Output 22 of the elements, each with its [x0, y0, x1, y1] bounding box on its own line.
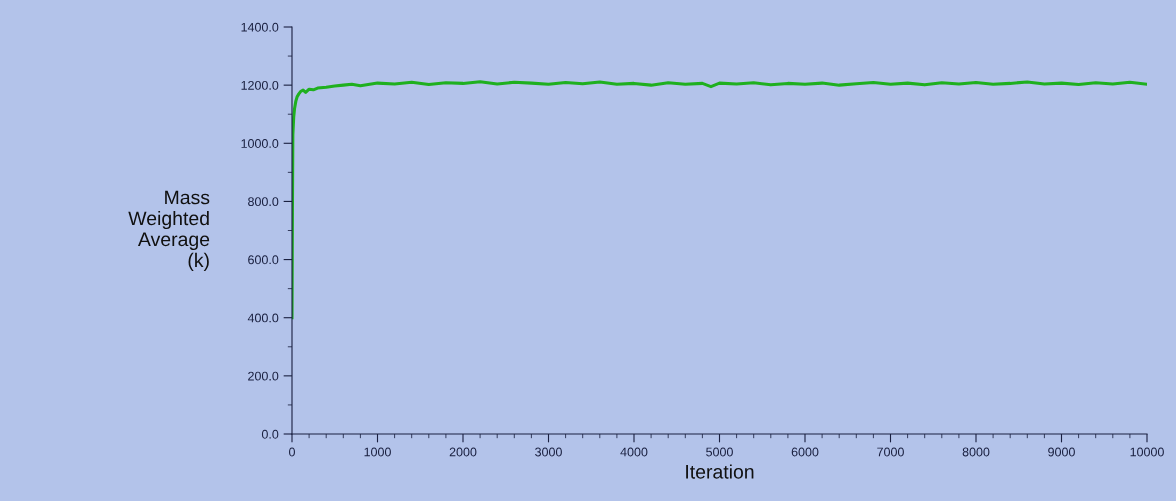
- y-tick-label: 800.0: [248, 197, 279, 207]
- y-tick-label: 600.0: [248, 255, 279, 265]
- x-tick-label: 4000: [620, 447, 648, 457]
- y-tick-label: 200.0: [248, 371, 279, 381]
- y-axis-title: Mass Weighted Average (k): [128, 190, 210, 271]
- x-tick-label: 9000: [1048, 447, 1075, 457]
- y-tick-label: 1000.0: [241, 139, 279, 148]
- x-tick-label: 7000: [877, 447, 904, 457]
- x-tick-label: 8000: [962, 447, 990, 457]
- x-tick-label: 0: [289, 447, 295, 457]
- y-tick-label: 1200.0: [241, 80, 279, 90]
- x-tick-label: 10000: [1130, 447, 1164, 457]
- y-tick-label: 0.0: [261, 429, 279, 439]
- x-tick-label: 6000: [791, 447, 819, 457]
- x-tick-label: 3000: [535, 447, 562, 457]
- x-tick-label: 5000: [706, 447, 733, 457]
- x-tick-label: 1000: [364, 447, 391, 457]
- y-tick-label: 1400.0: [241, 22, 279, 32]
- line-series: [292, 80, 1147, 320]
- x-tick-label: 2000: [449, 447, 477, 457]
- y-tick-label: 400.0: [247, 313, 279, 323]
- x-axis-title: Iteration: [686, 464, 754, 479]
